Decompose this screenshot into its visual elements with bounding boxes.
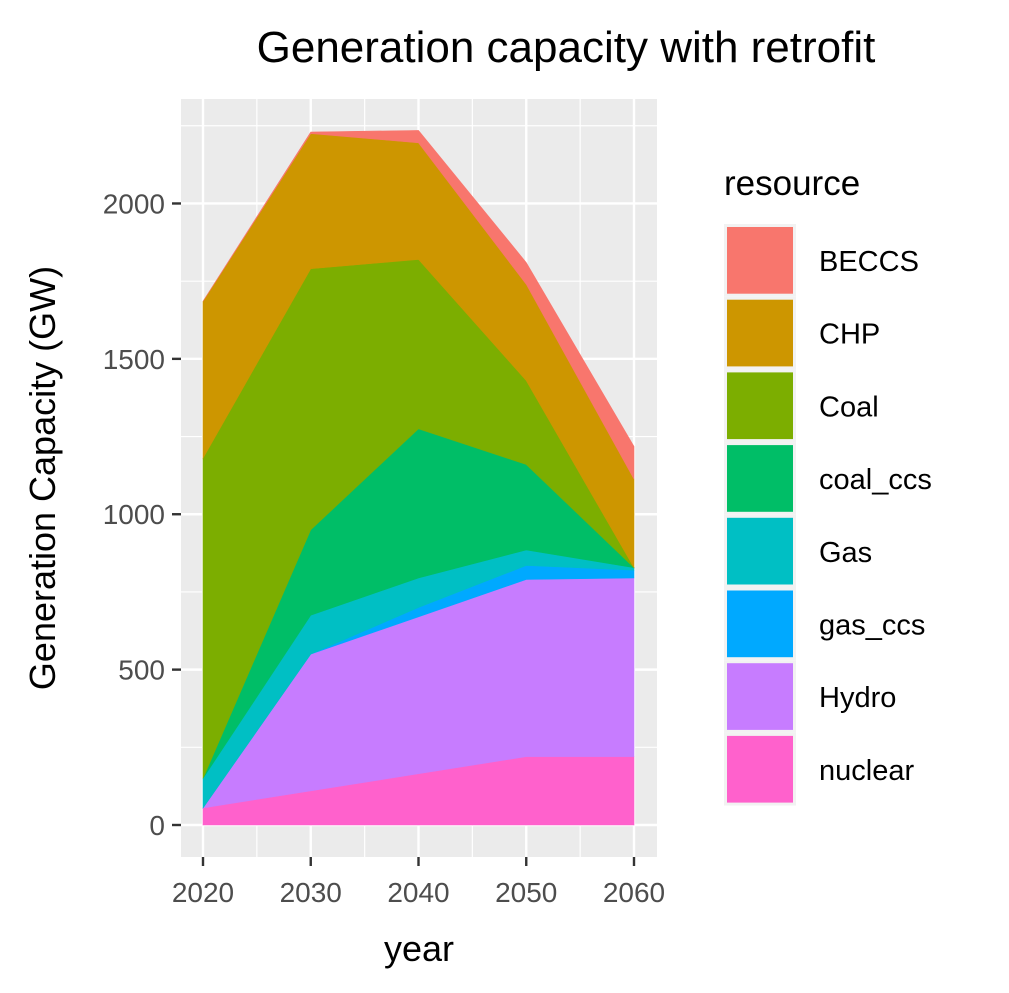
x-tick-label: 2020	[172, 877, 234, 908]
legend-key-coal	[727, 372, 793, 440]
legend-label: CHP	[819, 319, 880, 351]
y-tick-label: 0	[149, 810, 165, 841]
legend-key-nuclear	[727, 735, 793, 803]
legend-label: Gas	[819, 537, 872, 569]
legend-title: resource	[724, 164, 860, 203]
legend-key-gas-ccs	[727, 590, 793, 658]
x-tick-label: 2050	[495, 877, 557, 908]
x-axis-title: year	[384, 928, 454, 969]
y-tick-label: 2000	[103, 188, 165, 219]
legend-key-hydro	[727, 663, 793, 730]
legend-key-beccs	[727, 227, 793, 294]
legend-label: BECCS	[819, 246, 919, 278]
area-beccs	[202, 130, 635, 480]
x-tick-label: 2040	[387, 877, 449, 908]
y-tick-label: 1500	[103, 344, 165, 375]
legend-key-chp	[727, 299, 793, 367]
legend-label: Coal	[819, 391, 879, 423]
chart-title: Generation capacity with retrofit	[257, 23, 876, 72]
y-tick-label: 1000	[103, 499, 165, 530]
legend-label: Hydro	[819, 682, 896, 714]
y-tick-label: 500	[118, 655, 165, 686]
area-layers	[202, 130, 635, 826]
y-axis: 0 500 1000 1500 2000	[103, 188, 181, 841]
x-tick-label: 2060	[603, 877, 665, 908]
x-tick-label: 2030	[280, 877, 342, 908]
legend: BECCS CHP Coal coal_ccs Gas gas_ccs Hydro nucle…	[724, 224, 932, 806]
legend-label: coal_ccs	[819, 464, 932, 496]
legend-key-gas	[727, 517, 793, 585]
legend-label: gas_ccs	[819, 610, 925, 642]
x-axis: 2020 2030 2040 2050 2060	[172, 857, 665, 908]
legend-label: nuclear	[819, 755, 914, 787]
y-axis-title: Generation Capacity (GW)	[22, 266, 63, 690]
legend-key-coal-ccs	[727, 445, 793, 512]
